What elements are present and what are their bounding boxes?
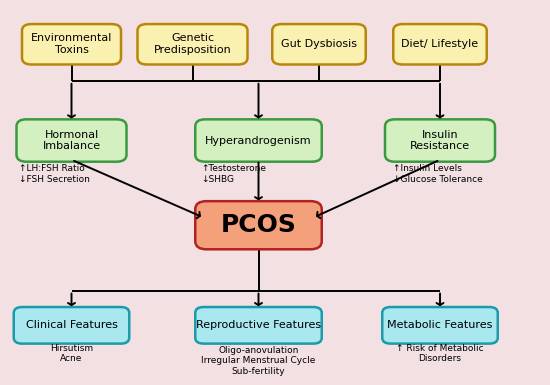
- Text: Genetic
Predisposition: Genetic Predisposition: [153, 33, 232, 55]
- FancyBboxPatch shape: [22, 24, 121, 64]
- FancyBboxPatch shape: [272, 24, 366, 64]
- FancyBboxPatch shape: [138, 24, 248, 64]
- FancyBboxPatch shape: [195, 307, 322, 344]
- Text: PCOS: PCOS: [221, 213, 296, 237]
- Text: Insulin
Resistance: Insulin Resistance: [410, 130, 470, 151]
- FancyBboxPatch shape: [16, 119, 126, 162]
- Text: ↑LH:FSH Ratio
↓FSH Secretion: ↑LH:FSH Ratio ↓FSH Secretion: [19, 164, 90, 184]
- Text: Metabolic Features: Metabolic Features: [387, 320, 493, 330]
- Text: ↑Testosterone
↓SHBG: ↑Testosterone ↓SHBG: [201, 164, 266, 184]
- Text: Gut Dysbiosis: Gut Dysbiosis: [281, 39, 357, 49]
- FancyBboxPatch shape: [195, 201, 322, 249]
- Text: Hirsutism
Acne: Hirsutism Acne: [50, 344, 93, 363]
- FancyBboxPatch shape: [382, 307, 498, 344]
- Text: Environmental
Toxins: Environmental Toxins: [31, 33, 112, 55]
- FancyBboxPatch shape: [14, 307, 129, 344]
- FancyBboxPatch shape: [195, 119, 322, 162]
- Text: Oligo-anovulation
Irregular Menstrual Cycle
Sub-fertility: Oligo-anovulation Irregular Menstrual Cy…: [201, 346, 316, 375]
- Text: Hormonal
Imbalance: Hormonal Imbalance: [42, 130, 101, 151]
- Text: Diet/ Lifestyle: Diet/ Lifestyle: [402, 39, 478, 49]
- Text: Hyperandrogenism: Hyperandrogenism: [205, 136, 312, 146]
- Text: ↑ Risk of Metabolic
Disorders: ↑ Risk of Metabolic Disorders: [396, 344, 484, 363]
- Text: Clinical Features: Clinical Features: [25, 320, 118, 330]
- FancyBboxPatch shape: [385, 119, 495, 162]
- Text: ↑Insulin Levels
↓Glucose Tolerance: ↑Insulin Levels ↓Glucose Tolerance: [393, 164, 483, 184]
- FancyBboxPatch shape: [393, 24, 487, 64]
- Text: Reproductive Features: Reproductive Features: [196, 320, 321, 330]
